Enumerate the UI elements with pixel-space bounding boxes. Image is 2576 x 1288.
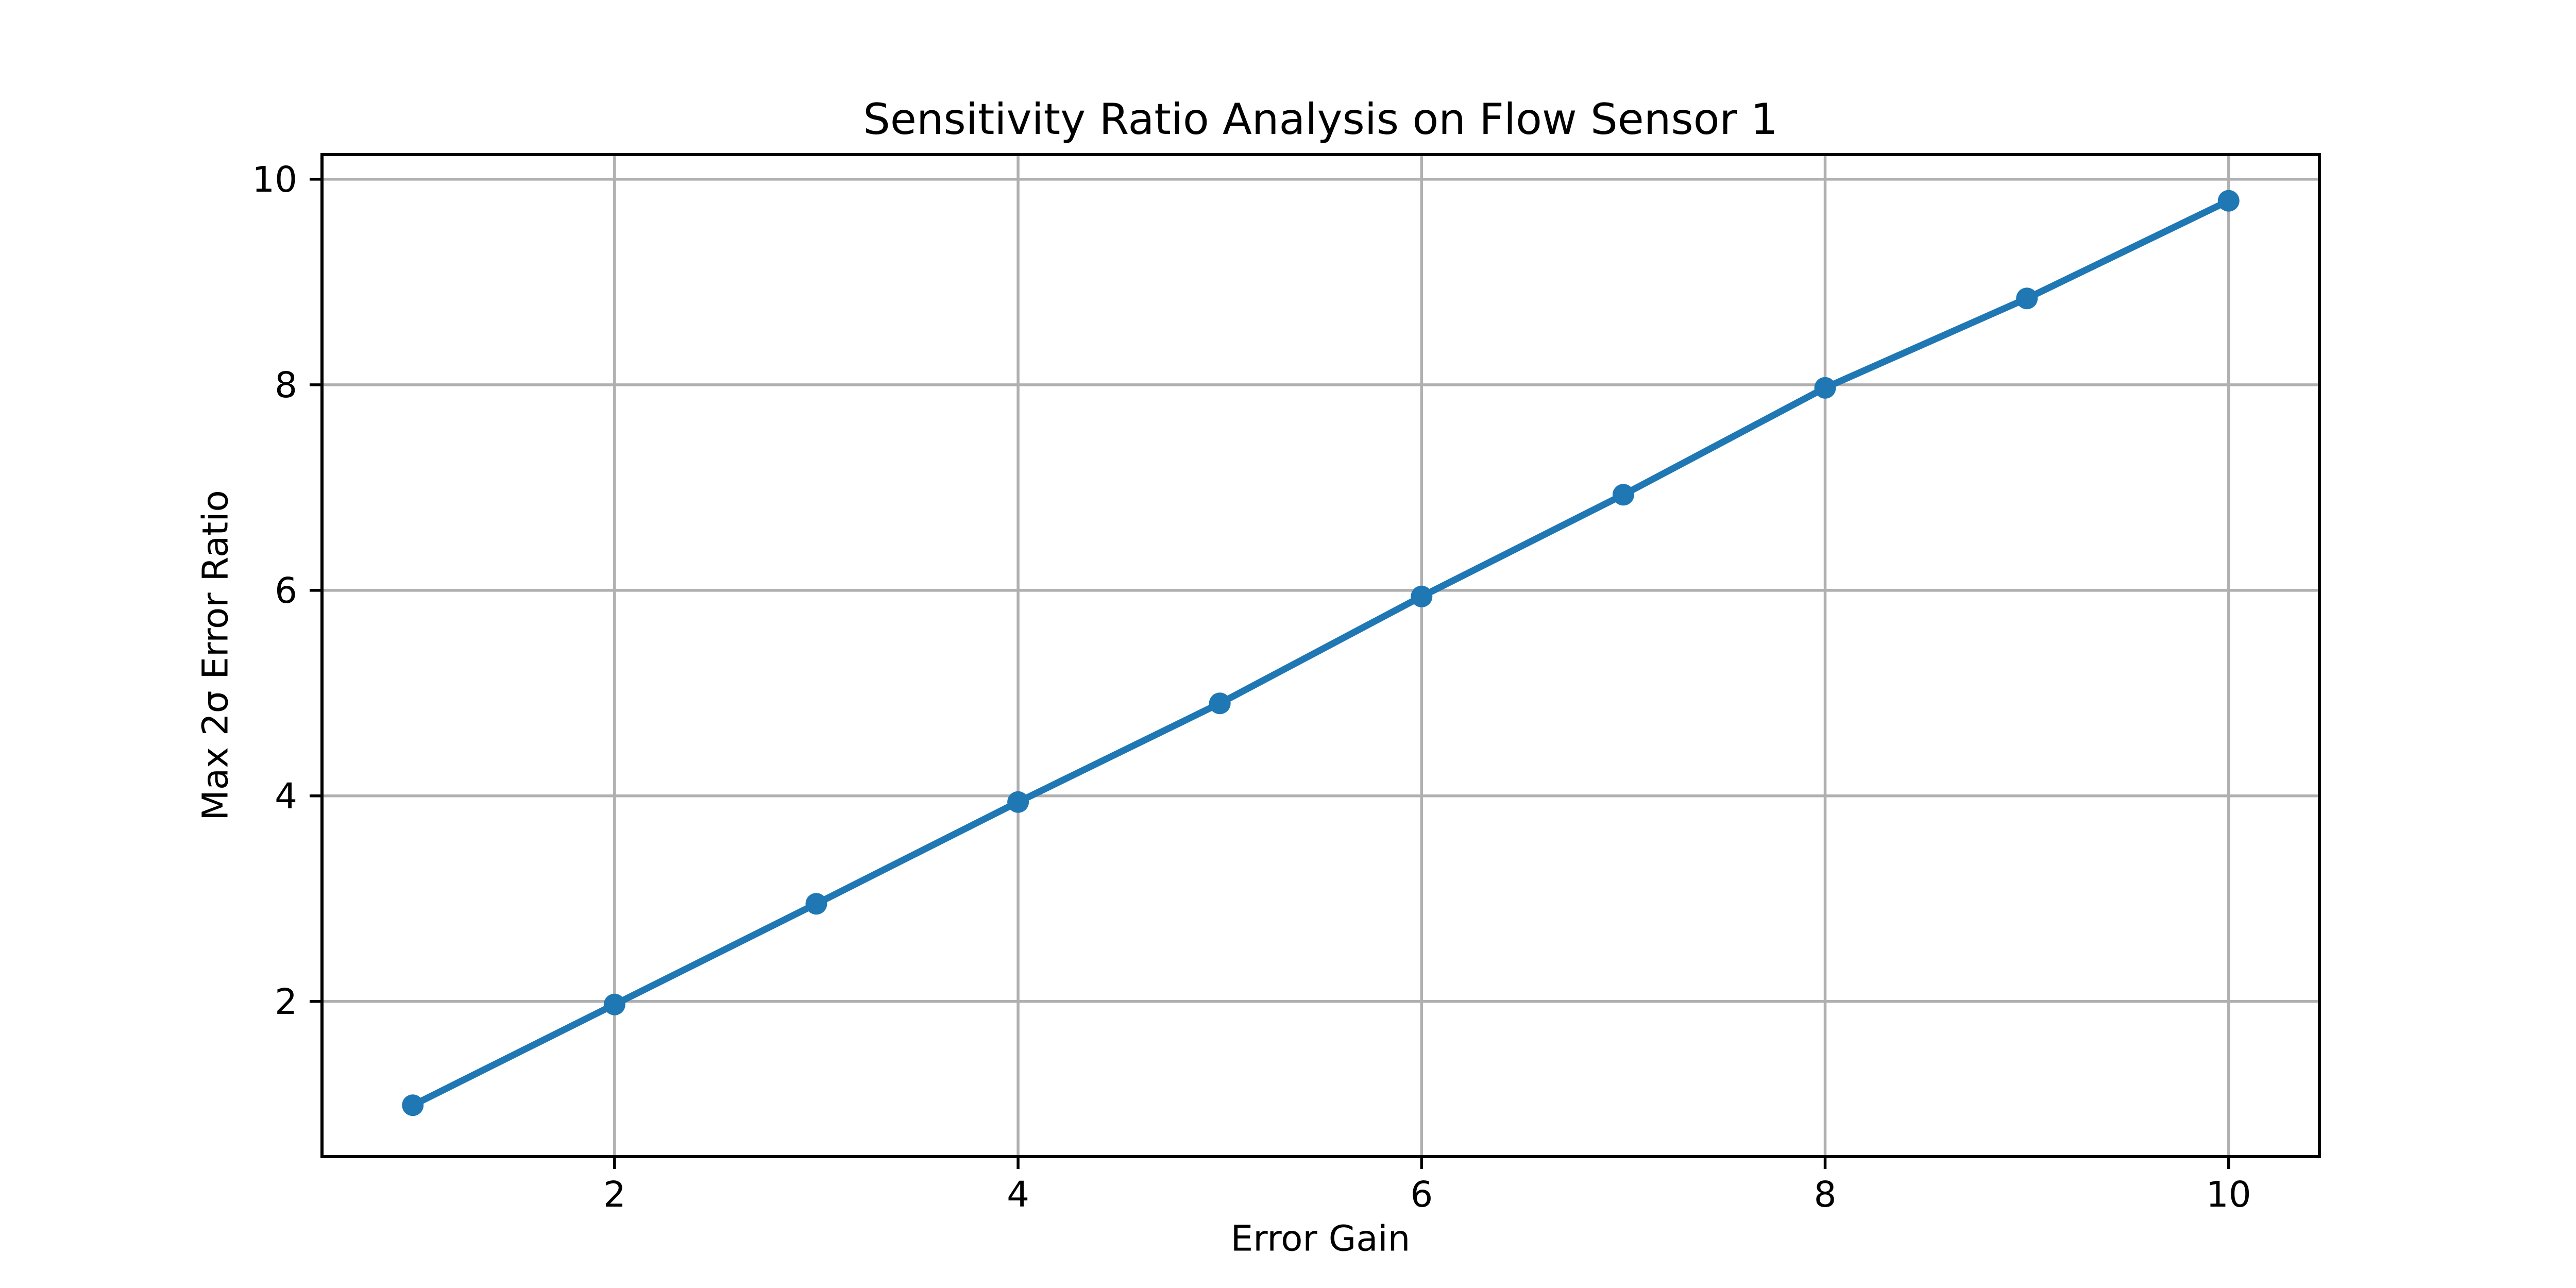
x-tick-label: 8: [1814, 1174, 1837, 1215]
data-point: [1411, 585, 1433, 607]
data-point: [402, 1094, 424, 1116]
data-point: [1209, 692, 1231, 715]
y-axis-label: Max 2σ Error Ratio: [195, 490, 236, 821]
data-point: [2217, 190, 2240, 212]
y-tick-label: 10: [252, 159, 297, 200]
data-point: [1007, 791, 1029, 813]
x-tick-label: 2: [603, 1174, 626, 1215]
y-tick-label: 4: [275, 776, 297, 817]
data-point: [805, 893, 827, 915]
data-point: [1612, 484, 1634, 506]
x-axis-label: Error Gain: [1230, 1218, 1411, 1260]
y-tick-label: 8: [275, 365, 297, 406]
data-point: [1814, 377, 1836, 399]
y-tick-label: 2: [275, 981, 297, 1023]
data-point: [2016, 287, 2038, 310]
plot-border: [320, 153, 2321, 1158]
x-tick-label: 6: [1410, 1174, 1433, 1215]
x-tick-label: 10: [2206, 1174, 2251, 1215]
chart-title: Sensitivity Ratio Analysis on Flow Senso…: [863, 94, 1778, 144]
y-tick-label: 6: [275, 570, 297, 612]
x-tick-label: 4: [1007, 1174, 1029, 1215]
data-line: [409, 197, 2232, 1109]
data-point: [603, 993, 625, 1015]
plot-area: [322, 155, 2319, 1157]
